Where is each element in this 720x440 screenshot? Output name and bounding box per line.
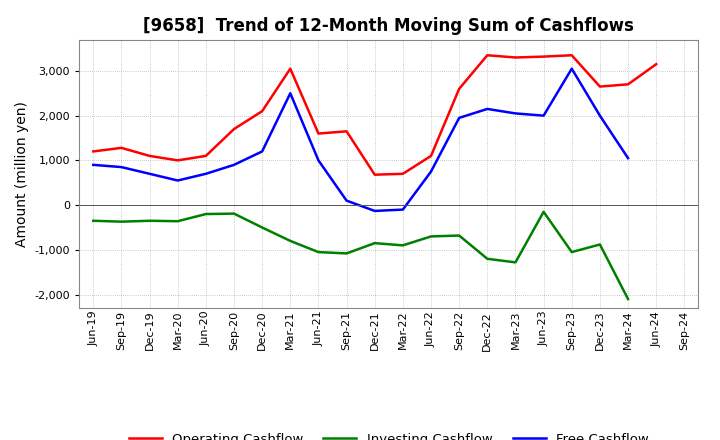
Investing Cashflow — [342, 251, 351, 256]
Line: Free Cashflow: Free Cashflow — [94, 69, 628, 211]
Free Cashflow — [174, 178, 182, 183]
Y-axis label: Amount (million yen): Amount (million yen) — [15, 101, 29, 247]
Investing Cashflow — [595, 242, 604, 247]
Investing Cashflow — [174, 219, 182, 224]
Free Cashflow — [286, 91, 294, 96]
Investing Cashflow — [539, 209, 548, 214]
Operating Cashflow — [230, 126, 238, 132]
Investing Cashflow — [567, 249, 576, 255]
Investing Cashflow — [399, 243, 408, 248]
Investing Cashflow — [258, 225, 266, 230]
Line: Operating Cashflow: Operating Cashflow — [94, 55, 656, 175]
Investing Cashflow — [511, 260, 520, 265]
Operating Cashflow — [595, 84, 604, 89]
Investing Cashflow — [145, 218, 154, 224]
Investing Cashflow — [455, 233, 464, 238]
Investing Cashflow — [624, 297, 632, 302]
Operating Cashflow — [145, 153, 154, 158]
Operating Cashflow — [483, 53, 492, 58]
Free Cashflow — [483, 106, 492, 112]
Operating Cashflow — [567, 53, 576, 58]
Free Cashflow — [202, 171, 210, 176]
Operating Cashflow — [258, 109, 266, 114]
Investing Cashflow — [202, 211, 210, 216]
Operating Cashflow — [342, 128, 351, 134]
Operating Cashflow — [117, 145, 126, 150]
Free Cashflow — [314, 158, 323, 163]
Legend: Operating Cashflow, Investing Cashflow, Free Cashflow: Operating Cashflow, Investing Cashflow, … — [124, 427, 654, 440]
Investing Cashflow — [230, 211, 238, 216]
Line: Investing Cashflow: Investing Cashflow — [94, 212, 628, 299]
Investing Cashflow — [483, 256, 492, 261]
Operating Cashflow — [624, 82, 632, 87]
Free Cashflow — [117, 165, 126, 170]
Operating Cashflow — [202, 153, 210, 158]
Investing Cashflow — [314, 249, 323, 255]
Investing Cashflow — [89, 218, 98, 224]
Free Cashflow — [539, 113, 548, 118]
Investing Cashflow — [117, 219, 126, 224]
Free Cashflow — [595, 113, 604, 118]
Operating Cashflow — [314, 131, 323, 136]
Operating Cashflow — [427, 153, 436, 158]
Free Cashflow — [370, 208, 379, 213]
Free Cashflow — [342, 198, 351, 203]
Free Cashflow — [624, 155, 632, 161]
Operating Cashflow — [455, 86, 464, 92]
Operating Cashflow — [511, 55, 520, 60]
Operating Cashflow — [89, 149, 98, 154]
Free Cashflow — [145, 171, 154, 176]
Free Cashflow — [258, 149, 266, 154]
Operating Cashflow — [399, 171, 408, 176]
Investing Cashflow — [286, 238, 294, 244]
Free Cashflow — [511, 111, 520, 116]
Operating Cashflow — [286, 66, 294, 71]
Operating Cashflow — [174, 158, 182, 163]
Free Cashflow — [455, 115, 464, 121]
Operating Cashflow — [652, 62, 660, 67]
Free Cashflow — [399, 207, 408, 212]
Free Cashflow — [567, 66, 576, 71]
Operating Cashflow — [370, 172, 379, 177]
Free Cashflow — [230, 162, 238, 168]
Title: [9658]  Trend of 12-Month Moving Sum of Cashflows: [9658] Trend of 12-Month Moving Sum of C… — [143, 17, 634, 35]
Investing Cashflow — [427, 234, 436, 239]
Operating Cashflow — [539, 54, 548, 59]
Free Cashflow — [89, 162, 98, 168]
Free Cashflow — [427, 169, 436, 174]
Investing Cashflow — [370, 241, 379, 246]
